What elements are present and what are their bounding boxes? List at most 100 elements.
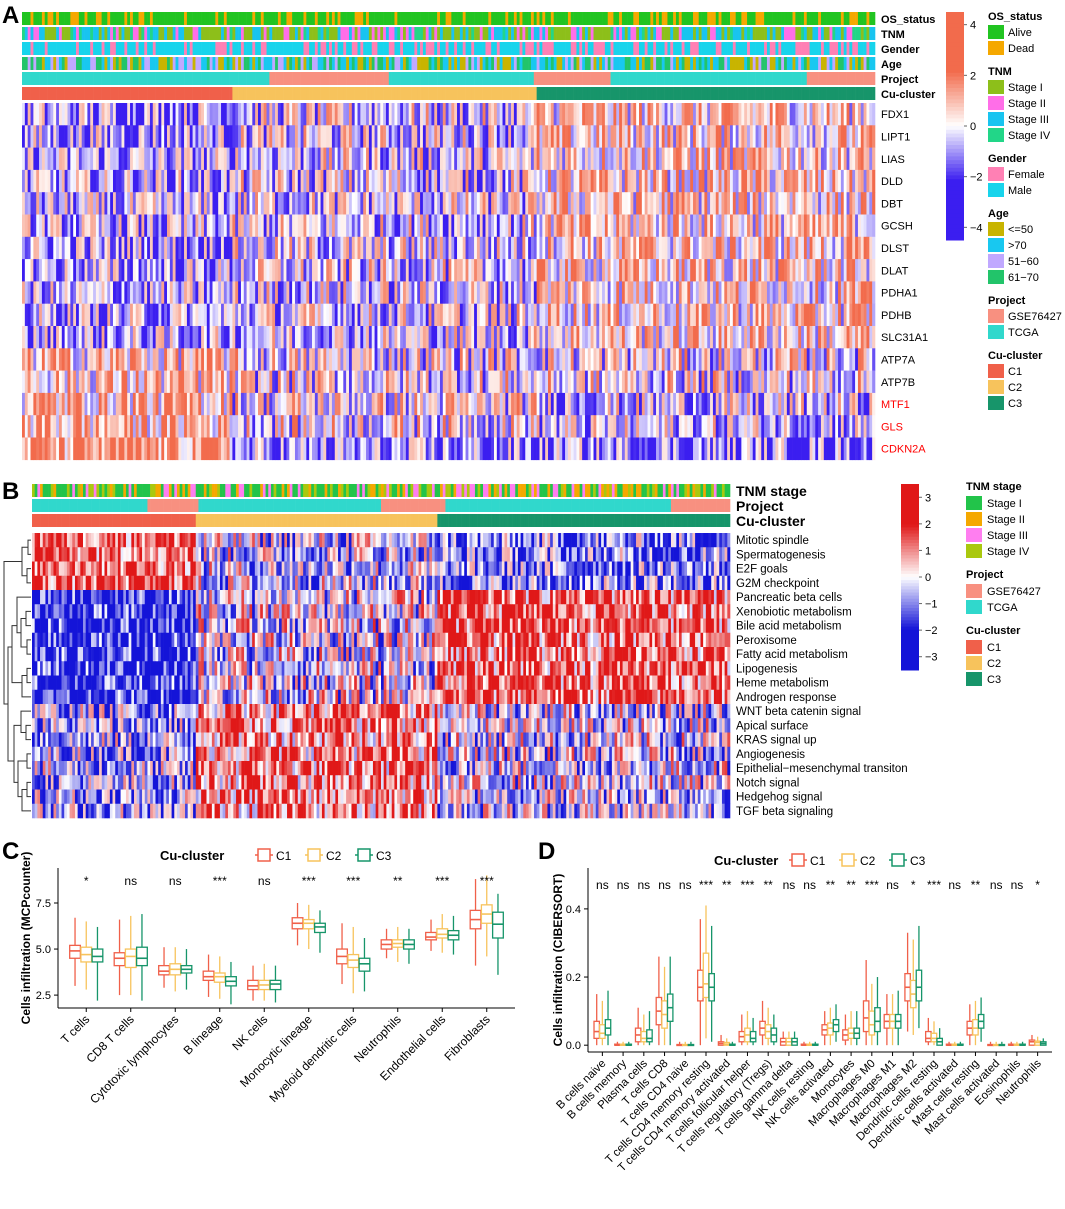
significance-label: ns <box>803 878 816 892</box>
y-tick-label: 2.5 <box>36 990 51 1002</box>
gene-label: LIAS <box>881 154 905 166</box>
annotation-track-cu-cluster <box>22 87 876 100</box>
legend-swatch <box>988 396 1004 410</box>
colorbar-tick: −4 <box>970 222 983 234</box>
colorbar-tick: 1 <box>925 545 931 557</box>
significance-label: ** <box>971 878 981 892</box>
colorbar-a: 4 2 0 −2 −4 <box>946 12 983 241</box>
legend-item: C1 <box>1008 366 1022 378</box>
track-label: Project <box>881 74 919 86</box>
box <box>832 1018 840 1033</box>
category-group: *** Fibroblasts <box>441 874 504 1064</box>
legend-item: Dead <box>1008 43 1034 55</box>
legend-swatch <box>988 222 1004 236</box>
significance-label: *** <box>480 874 494 888</box>
pathway-label: Hedgehog signal <box>736 792 822 804</box>
significance-label: ns <box>886 878 899 892</box>
gene-label: GLS <box>881 421 903 433</box>
gene-label: DBT <box>881 198 903 210</box>
significance-label: ns <box>124 874 137 888</box>
colorbar-tick: −2 <box>970 172 983 184</box>
legend-item: TCGA <box>1008 327 1039 339</box>
box <box>604 1018 612 1036</box>
significance-label: ** <box>393 874 403 888</box>
legend-item: 51−60 <box>1008 256 1039 268</box>
colorbar-tick: 2 <box>925 519 931 531</box>
legend-item: GSE76427 <box>987 586 1041 598</box>
box <box>640 1030 648 1043</box>
gene-label: ATP7A <box>881 354 916 366</box>
legend-a: OS_status Alive Dead TNM Stage I Stage II Stag… <box>988 11 1062 410</box>
pathway-label: Epithelial−mesenchymal transiton <box>736 763 908 775</box>
y-axis-label: Cells infiltration (MCPcounter) <box>19 852 33 1025</box>
pathway-label: TGF beta signaling <box>736 806 833 818</box>
box <box>69 944 82 959</box>
colorbar-tick: −1 <box>925 599 938 611</box>
significance-label: ns <box>1011 878 1024 892</box>
panel-label-b: B <box>2 478 20 505</box>
pathway-label: Bile acid metabolism <box>736 621 841 633</box>
box <box>213 972 226 983</box>
box <box>930 1032 938 1043</box>
legend-swatch <box>988 270 1004 284</box>
track-label: TNM stage <box>736 483 807 499</box>
significance-label: ns <box>658 878 671 892</box>
pathway-label: Heme metabolism <box>736 678 829 690</box>
category-group: ns Cytotoxic lymphocytes <box>87 874 193 1107</box>
legend-swatch <box>966 584 982 598</box>
panel-label-a: A <box>2 2 20 29</box>
significance-label: ns <box>169 874 182 888</box>
significance-label: ** <box>764 878 774 892</box>
legend-title: Project <box>988 295 1026 307</box>
pathway-label: Spermatogenesis <box>736 549 826 561</box>
legend-item: C1 <box>987 642 1001 654</box>
legend-item: Stage I <box>1008 82 1043 94</box>
legend-b: TNM stage Stage I Stage II Stage III Stage I… <box>966 481 1041 686</box>
legend-item: C3 <box>1008 398 1022 410</box>
legend-swatch <box>988 167 1004 181</box>
legend-c: Cu-cluster C1 C2 C3 <box>160 848 392 863</box>
legend-item: C2 <box>860 854 876 868</box>
box <box>599 1024 606 1040</box>
legend-title: Gender <box>988 153 1027 165</box>
legend-item: Stage III <box>1008 114 1049 126</box>
x-tick-label: NK cells <box>229 1012 270 1053</box>
legend-swatch <box>966 600 982 614</box>
track-label: OS_status <box>881 14 935 26</box>
box <box>862 1000 870 1033</box>
colorbar-tick: 0 <box>925 572 931 584</box>
annotation-track-tnm-stage <box>32 484 731 497</box>
legend-item: Stage IV <box>1008 130 1051 142</box>
legend-item: C3 <box>910 854 926 868</box>
box <box>702 952 710 999</box>
pathway-label: G2M checkpoint <box>736 578 820 590</box>
colorbar-b: 3 2 1 0 −1 −2 −3 <box>901 484 938 671</box>
legend-item: Female <box>1008 169 1045 181</box>
category-group: ns NK cells <box>229 874 282 1053</box>
y-tick-label: 0.2 <box>566 972 581 984</box>
pathway-label: Angiogenesis <box>736 749 805 761</box>
y-tick-label: 0.0 <box>566 1040 581 1052</box>
legend-swatch <box>966 656 982 670</box>
legend-title: Cu-cluster <box>966 625 1021 637</box>
box <box>827 1022 834 1036</box>
significance-label: * <box>1035 878 1040 892</box>
legend-item: Stage II <box>1008 98 1046 110</box>
legend-title: OS_status <box>988 11 1042 23</box>
pathway-label: E2F goals <box>736 564 788 576</box>
legend-item: Stage I <box>987 498 1022 510</box>
pathway-label: Peroxisome <box>736 635 797 647</box>
track-label: Age <box>881 59 902 71</box>
legend-title: TNM stage <box>966 481 1022 493</box>
panel-label-c: C <box>2 838 20 865</box>
pathway-label: WNT beta catenin signal <box>736 706 861 718</box>
track-label: Cu-cluster <box>881 89 936 101</box>
significance-label: ** <box>826 878 836 892</box>
colorbar-tick: 3 <box>925 492 931 504</box>
legend-swatch <box>988 80 1004 94</box>
legend-item: C3 <box>987 674 1001 686</box>
pathway-label: KRAS signal up <box>736 735 817 747</box>
annotation-track-tnm <box>22 27 876 40</box>
